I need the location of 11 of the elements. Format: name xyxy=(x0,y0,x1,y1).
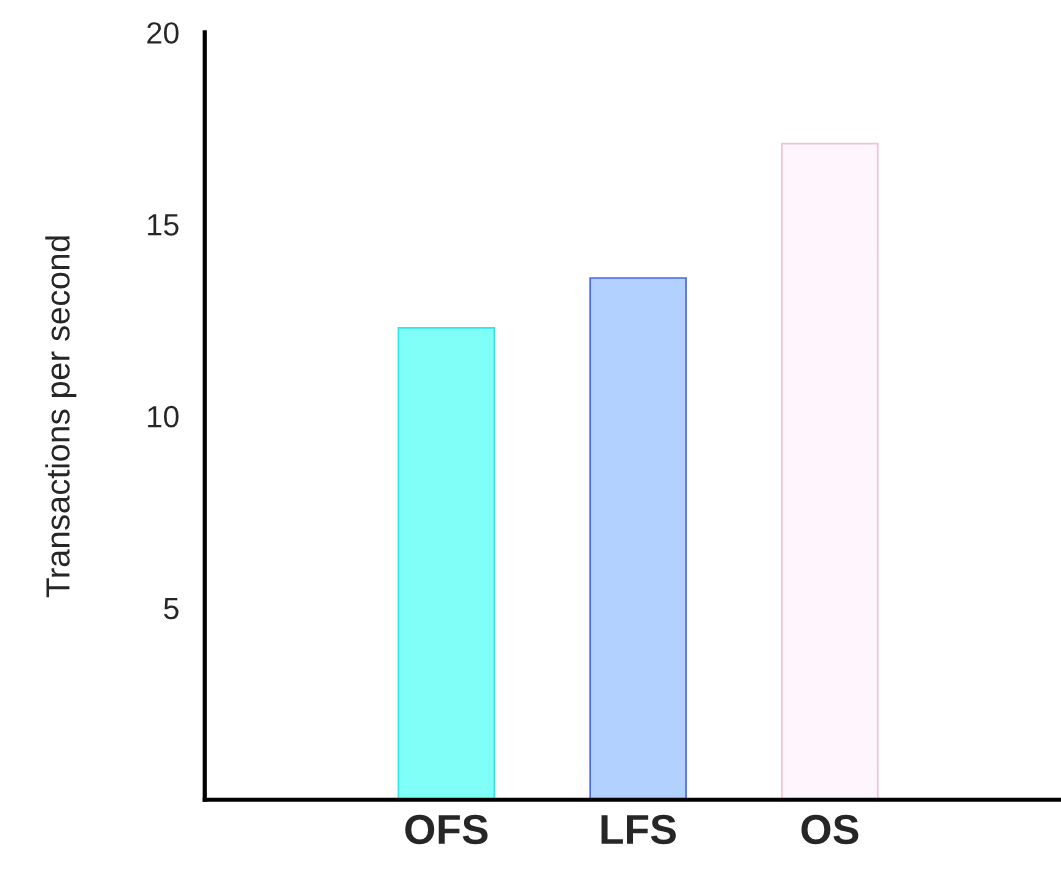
x-tick-label: LFS xyxy=(601,814,676,845)
y-tick-label: 10 xyxy=(148,405,179,428)
y-tick-label: 15 xyxy=(148,214,179,236)
bar xyxy=(781,142,879,800)
x-tick-label: OFS xyxy=(405,814,488,845)
y-tick-label: 20 xyxy=(147,22,179,44)
bar xyxy=(397,327,496,800)
x-tick-label: OS xyxy=(801,814,859,845)
y-axis-title: Transactions per second xyxy=(45,236,77,598)
y-tick-label: 5 xyxy=(164,597,179,620)
bar xyxy=(589,277,687,800)
